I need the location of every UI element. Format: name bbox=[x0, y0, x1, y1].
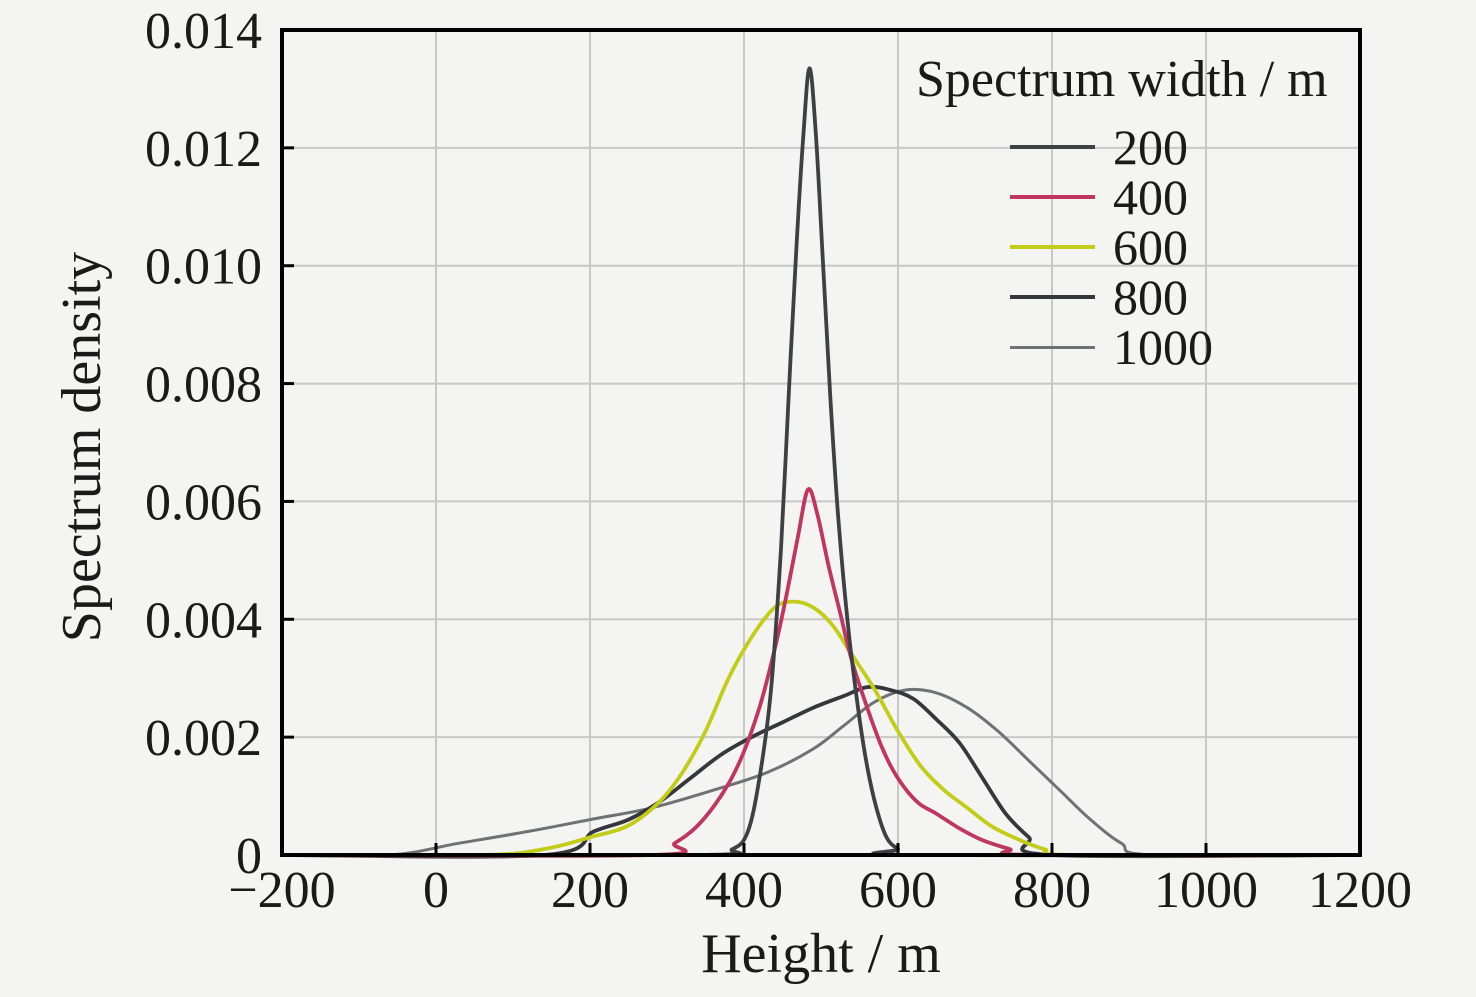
y-tick-label: 0 bbox=[236, 828, 262, 885]
x-tick-label: 200 bbox=[551, 862, 629, 919]
series-600-line bbox=[280, 599, 1362, 858]
legend-label-800: 800 bbox=[1113, 269, 1188, 325]
x-tick-label: 1200 bbox=[1308, 862, 1412, 919]
legend-item-200: 200 bbox=[900, 122, 1380, 172]
series-400-line bbox=[280, 487, 1362, 858]
y-tick-label: 0.012 bbox=[145, 121, 262, 178]
legend-line-600 bbox=[1010, 245, 1095, 249]
plot-border bbox=[280, 28, 1362, 857]
series-1000-line bbox=[280, 687, 1362, 858]
y-axis-title: Spectrum density bbox=[51, 251, 113, 643]
y-tick-label: 0.006 bbox=[145, 474, 262, 531]
y-tick-label: 0.014 bbox=[145, 3, 262, 60]
x-tick-label: 1000 bbox=[1154, 862, 1258, 919]
legend-line-1000 bbox=[1010, 345, 1095, 349]
series-curves bbox=[280, 66, 1362, 859]
y-tick-label: 0.010 bbox=[145, 239, 262, 296]
legend-item-400: 400 bbox=[900, 172, 1380, 222]
x-axis-title: Height / m bbox=[701, 923, 941, 985]
tick-marks bbox=[280, 28, 1362, 857]
legend-item-600: 600 bbox=[900, 222, 1380, 272]
x-tick-label: −200 bbox=[228, 862, 335, 919]
x-tick-label: 800 bbox=[1013, 862, 1091, 919]
legend: Spectrum width / m 200 400 600 800 1000 bbox=[900, 50, 1380, 372]
legend-title: Spectrum width / m bbox=[916, 51, 1328, 108]
y-tick-label: 0.004 bbox=[145, 592, 262, 649]
series-200-line bbox=[280, 66, 1362, 858]
gridlines bbox=[282, 30, 1360, 855]
y-tick-label: 0.008 bbox=[145, 357, 262, 414]
legend-item-800: 800 bbox=[900, 272, 1380, 322]
legend-line-800 bbox=[1010, 295, 1095, 299]
x-tick-label: 600 bbox=[859, 862, 937, 919]
x-tick-label: 400 bbox=[705, 862, 783, 919]
legend-items: 200 400 600 800 1000 bbox=[900, 122, 1380, 372]
legend-line-400 bbox=[1010, 195, 1095, 199]
series-800-line bbox=[280, 684, 1362, 859]
legend-label-200: 200 bbox=[1113, 119, 1188, 175]
x-tick-label: 0 bbox=[423, 862, 449, 919]
legend-label-1000: 1000 bbox=[1113, 319, 1213, 375]
y-tick-label: 0.002 bbox=[145, 710, 262, 767]
legend-line-200 bbox=[1010, 145, 1095, 149]
legend-label-400: 400 bbox=[1113, 169, 1188, 225]
tick-labels: −200 0 200 400 600 800 1000 120000.0020.0040.00… bbox=[145, 3, 1412, 919]
plot-area bbox=[282, 30, 1360, 855]
legend-item-1000: 1000 bbox=[900, 322, 1380, 372]
legend-label-600: 600 bbox=[1113, 219, 1188, 275]
